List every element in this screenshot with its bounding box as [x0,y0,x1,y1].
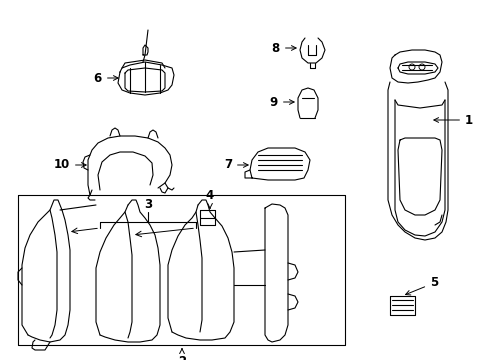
Text: 6: 6 [94,72,118,85]
Text: 10: 10 [54,158,86,171]
Text: 5: 5 [405,276,437,295]
Text: 1: 1 [433,113,472,126]
Text: 3: 3 [143,198,152,211]
Text: 8: 8 [271,41,296,54]
Text: 9: 9 [269,95,294,108]
Text: 2: 2 [178,349,185,360]
Text: 7: 7 [224,158,247,171]
Text: 4: 4 [205,189,214,208]
